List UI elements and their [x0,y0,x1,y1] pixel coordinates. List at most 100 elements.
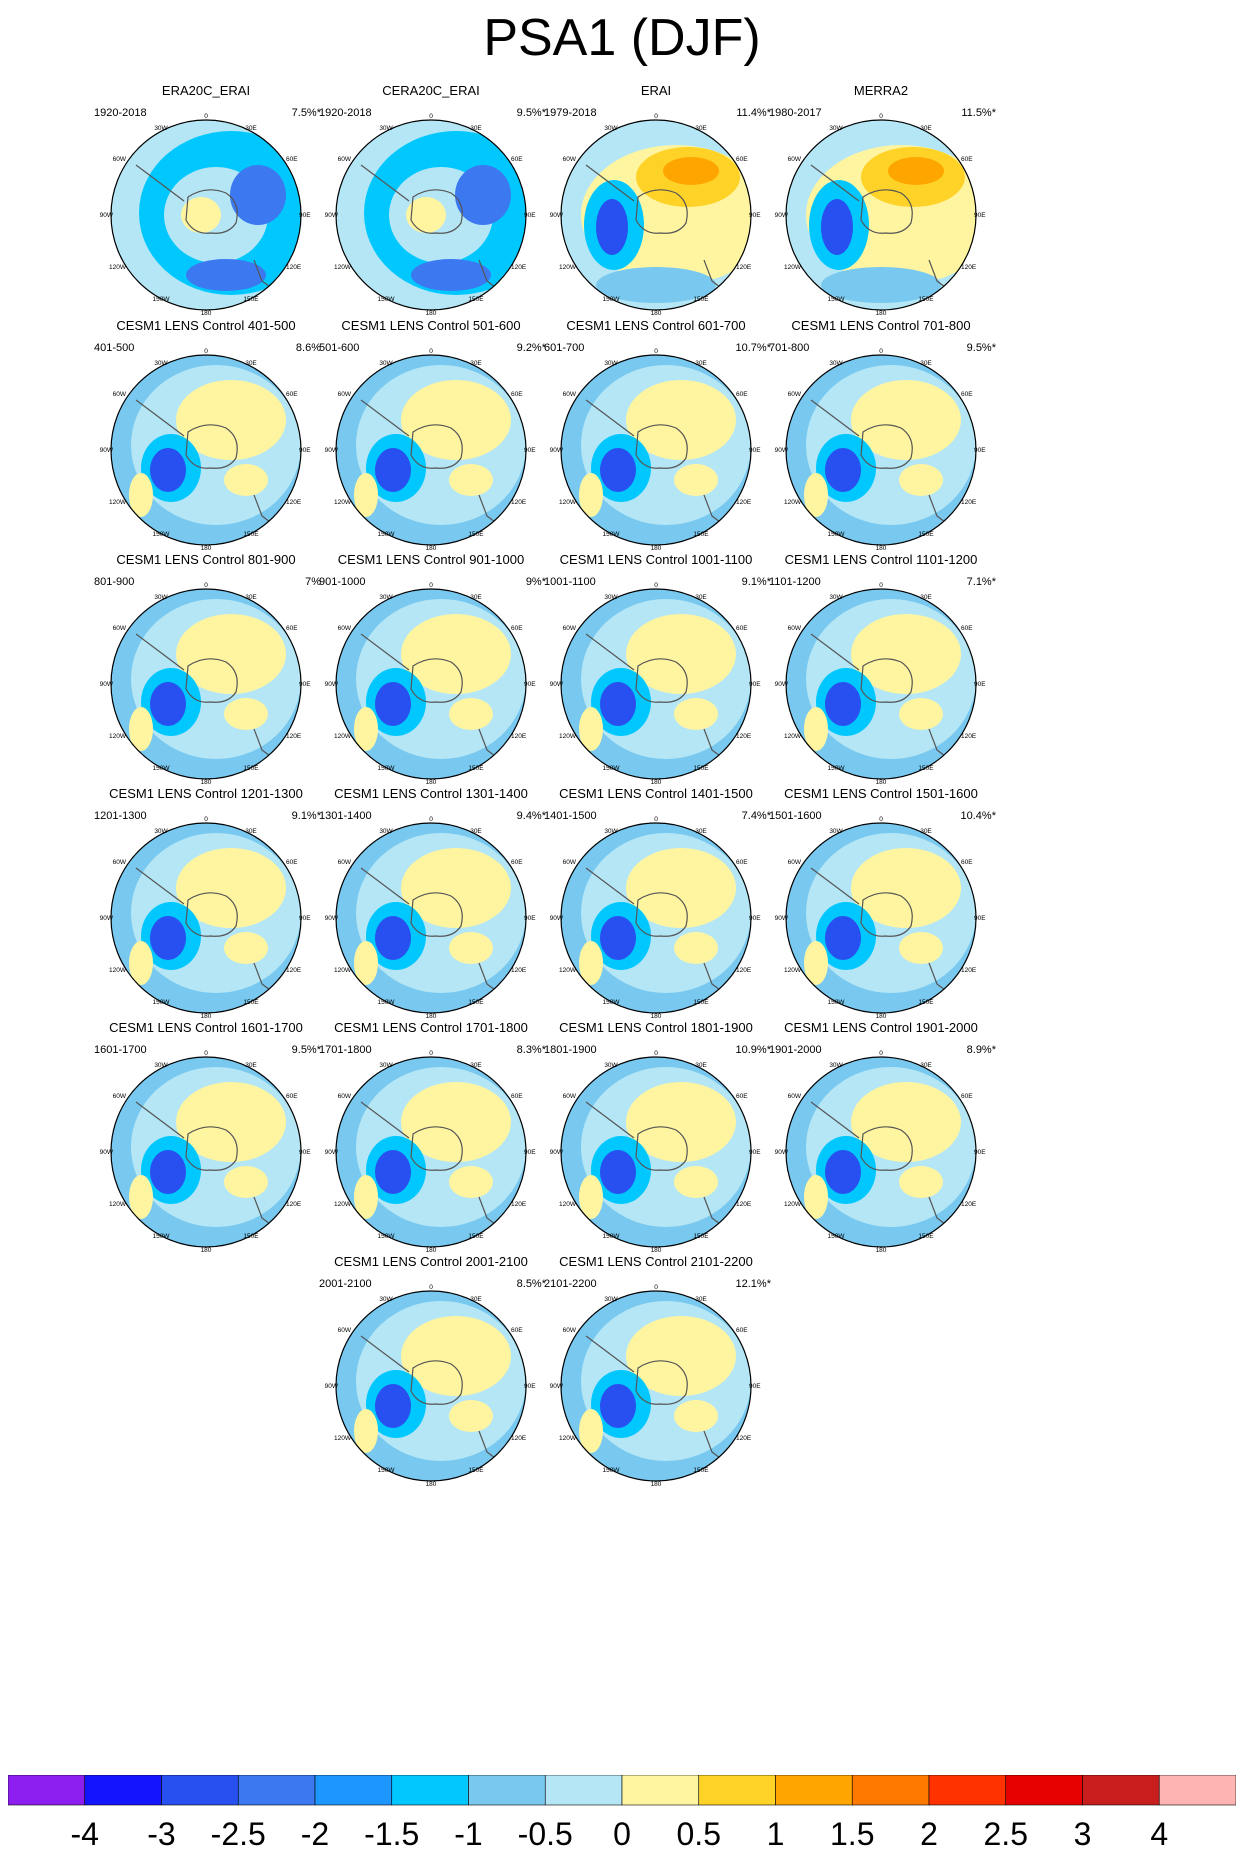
colorbar-swatch [8,1775,86,1806]
south-america-coastline [135,633,185,671]
anomaly-field [111,823,301,1013]
longitude-label: 30E [470,594,482,601]
longitude-label: 120W [784,967,802,974]
panel-years: 1920-2018 [319,107,372,119]
contour-region [600,1384,636,1428]
contour-region [579,1409,603,1453]
longitude-label: 150E [468,765,484,772]
contour-region [375,916,411,960]
longitude-label: 120W [559,499,577,506]
map-border [335,1290,527,1482]
contour-region [804,473,828,517]
longitude-label: 90W [325,1149,339,1156]
map-border [785,1056,977,1248]
panel-years: 1701-1800 [319,1044,372,1056]
contour-region [674,1166,718,1198]
longitude-label: 0 [654,348,658,355]
panel-title: CESM1 LENS Control 901-1000 [337,552,525,567]
panel-years: 1501-1600 [769,810,822,822]
longitude-label: 30E [920,360,932,367]
contour-region [150,1150,186,1194]
longitude-label: 60W [113,391,127,398]
contour-region [401,380,511,460]
contour-region [176,848,286,928]
longitude-label: 180 [876,1013,887,1020]
anomaly-field [561,120,751,310]
polar-map: 0 30E 60E 90E 120E 150E 180 150W 120W 90W 60W 30W [775,113,987,317]
map-border [110,119,302,311]
longitude-label: 120W [109,967,127,974]
longitude-label: 60W [113,859,127,866]
longitude-label: 90W [775,681,789,688]
panel-years: 1979-2018 [544,107,597,119]
longitude-label: 0 [204,1050,208,1057]
contour-region [224,698,268,730]
longitude-label: 60E [286,391,298,398]
map-panel: 0 30E 60E 90E 120E 150E 180 150W 120W 90W 60W 30W CE… [526,786,786,1048]
longitude-label: 120W [559,967,577,974]
polar-map: 0 30E 60E 90E 120E 150E 180 150W 120W 90W 60W 30W [325,1284,537,1488]
longitude-label: 180 [201,310,212,317]
panel-title: CESM1 LENS Control 1401-1500 [559,786,753,801]
contour-region [663,157,719,185]
longitude-label: 90W [775,447,789,454]
colorbar-svg: -4 -3 -2.5 -2 -1.5 -1 -0.5 0 0.5 1 1.5 2 2.5 3 4 [8,1775,1236,1850]
antarctica-coastline [860,189,913,234]
polar-map: 0 30E 60E 90E 120E 150E 180 150W 120W 90W 60W 30W [775,348,987,552]
longitude-label: 150W [828,296,846,303]
colorbar-swatch [775,1775,853,1806]
contour-region [804,707,828,751]
longitude-label: 60W [788,1093,802,1100]
map-panel: 0 30E 60E 90E 120E 150E 180 150W 120W 90W 60W 30W CE… [751,318,1011,580]
longitude-label: 90E [974,447,986,454]
contour-region [821,267,941,303]
longitude-label: 120E [286,1201,302,1208]
longitude-label: 60W [788,625,802,632]
antarctica-coastline [410,424,463,469]
longitude-label: 150E [468,296,484,303]
polar-map: 0 30E 60E 90E 120E 150E 180 150W 120W 90W 60W 30W [100,816,312,1020]
anomaly-field [786,355,976,545]
antarctica-coastline [410,1360,463,1405]
map-border [110,1056,302,1248]
longitude-label: 150E [918,999,934,1006]
longitude-label: 60E [961,625,973,632]
panel-variance: 7.4%* [741,810,771,822]
panel-title: CESM1 LENS Control 1601-1700 [109,1020,303,1035]
longitude-label: 0 [879,582,883,589]
longitude-label: 60W [563,391,577,398]
anomaly-field [336,589,526,779]
anomaly-field [111,355,301,545]
longitude-label: 60W [788,391,802,398]
longitude-label: 150E [468,531,484,538]
contour-region [579,1175,603,1219]
longitude-label: 90E [524,915,536,922]
contour-region [899,464,943,496]
colorbar-label: 0.5 [677,1816,721,1850]
panel-title: ERAI [640,83,672,98]
panel-years: 1001-1100 [544,576,596,588]
map-border [335,119,527,311]
contour-region [129,473,153,517]
polar-map: 0 30E 60E 90E 120E 150E 180 150W 120W 90W 60W 30W [550,582,762,786]
longitude-label: 30W [604,360,618,367]
panel-variance: 11.4%* [736,107,771,119]
longitude-label: 150E [243,999,259,1006]
longitude-label: 30W [604,594,618,601]
panel-title: CESM1 LENS Control 601-700 [566,318,746,333]
contour-region [600,916,636,960]
panel-variance: 10.7%* [735,342,771,354]
longitude-label: 0 [879,1050,883,1057]
panel-variance: 9.5%* [516,107,546,119]
map-border [560,1290,752,1482]
longitude-label: 120W [784,264,802,271]
longitude-label: 120E [961,733,977,740]
longitude-label: 90E [524,681,536,688]
colorbar-label: -1.5 [364,1816,419,1850]
south-america-coastline [360,164,410,202]
panel-title: CERA20C_ERAI [382,83,480,98]
contour-region [354,941,378,985]
map-panel: 0 30E 60E 90E 120E 150E 180 150W 120W 90W 60W 30W CE… [301,1254,561,1516]
longitude-label: 150W [603,296,621,303]
colorbar-swatch [391,1775,469,1806]
